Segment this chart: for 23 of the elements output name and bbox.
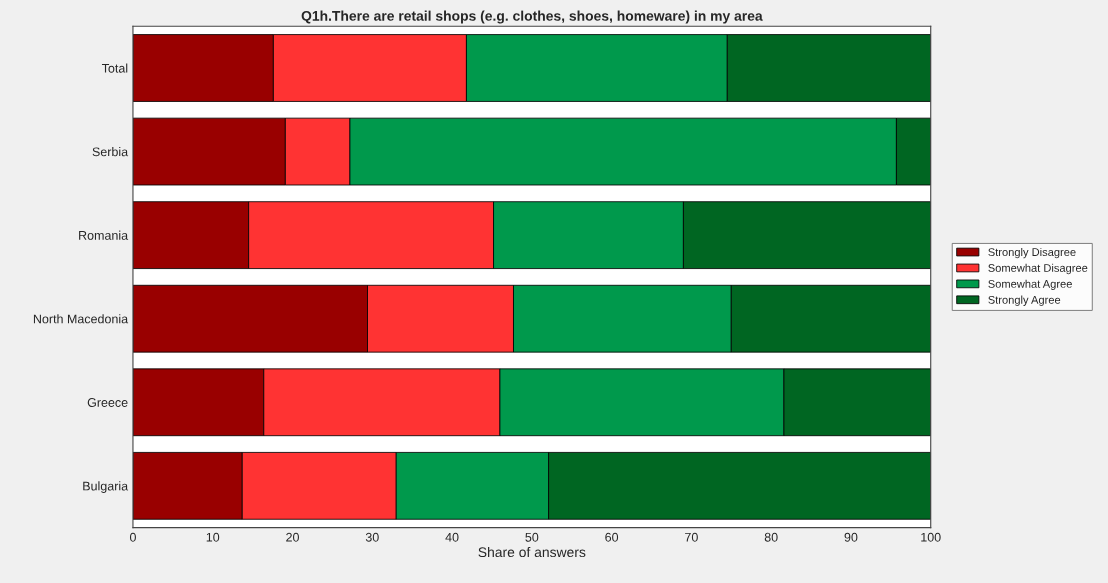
y-tick-label: Total	[101, 63, 128, 73]
x-axis-title: Share of answers	[478, 546, 586, 558]
y-tick-label: Bulgaria	[83, 481, 129, 493]
x-tick-label: 0	[129, 532, 136, 542]
y-tick-label: Romania	[79, 230, 129, 240]
x-tick-label: 80	[764, 532, 778, 542]
y-tick-label: Greece	[87, 398, 128, 407]
x-tick-label: 100	[921, 532, 941, 542]
chart-title: Q1h.There are retail shops (e.g. clothes, shoes, homeware) in my area	[301, 10, 763, 24]
x-tick-label: 40	[445, 532, 459, 542]
x-tick-label: 50	[525, 532, 539, 542]
y-tick-label: North Macedonia	[33, 314, 129, 324]
legend-label: Somewhat Disagree	[988, 263, 1088, 275]
x-tick-label: 20	[286, 532, 299, 542]
y-tick-label: Serbia	[92, 147, 129, 157]
x-tick-label: 10	[206, 532, 220, 542]
legend-label: Somewhat Agree	[988, 279, 1072, 291]
legend-label: Strongly Agree	[988, 295, 1061, 306]
x-tick-label: 60	[605, 532, 619, 542]
x-tick-label: 90	[844, 532, 858, 542]
x-tick-label: 70	[685, 532, 698, 542]
legend-label: Strongly Disagree	[988, 247, 1076, 259]
x-tick-label: 30	[365, 532, 379, 542]
